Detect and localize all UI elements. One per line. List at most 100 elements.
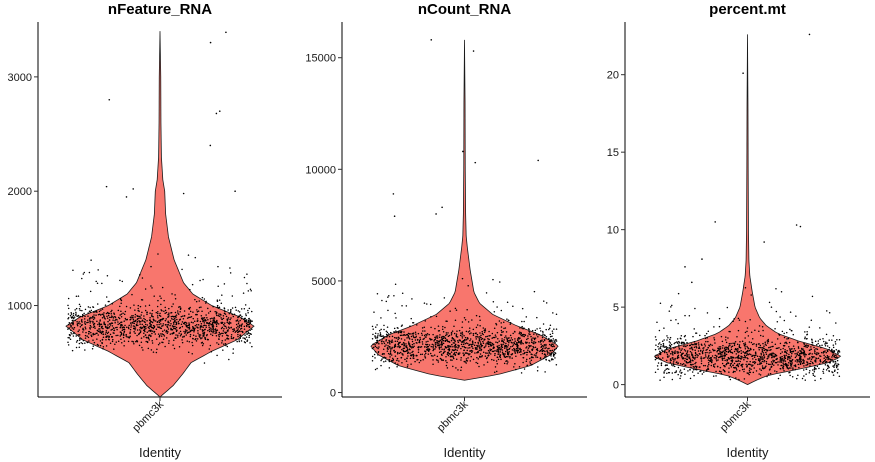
- data-point: [158, 326, 161, 328]
- data-point: [133, 322, 136, 325]
- data-point: [482, 327, 485, 329]
- data-point: [132, 341, 135, 343]
- data-point: [450, 331, 453, 334]
- data-point: [244, 304, 247, 306]
- data-point: [172, 318, 174, 321]
- data-point: [151, 326, 153, 329]
- data-point: [759, 368, 761, 370]
- data-point: [90, 334, 92, 336]
- data-point: [779, 316, 781, 318]
- data-point: [817, 352, 820, 355]
- data-point: [180, 333, 182, 335]
- data-point: [724, 351, 726, 353]
- data-point: [387, 352, 390, 355]
- data-point: [744, 346, 746, 348]
- data-point: [549, 340, 551, 342]
- data-point: [503, 354, 505, 356]
- data-point: [808, 372, 811, 374]
- data-point: [72, 335, 75, 337]
- data-point: [122, 312, 124, 315]
- data-point: [479, 341, 482, 343]
- data-point: [706, 370, 708, 372]
- data-point: [505, 335, 507, 337]
- data-point: [480, 346, 482, 348]
- data-point: [183, 323, 186, 325]
- data-point: [759, 346, 761, 349]
- data-point: [134, 332, 136, 334]
- data-point: [223, 325, 226, 327]
- data-point: [429, 337, 431, 340]
- data-point: [231, 295, 234, 297]
- data-point: [488, 351, 491, 353]
- data-point: [775, 347, 778, 350]
- data-point: [470, 355, 472, 358]
- data-point: [501, 338, 503, 340]
- data-point: [78, 346, 81, 348]
- data-point: [474, 352, 476, 354]
- data-point: [731, 352, 734, 354]
- data-point: [811, 353, 813, 355]
- data-point: [700, 343, 703, 346]
- data-point: [206, 338, 209, 341]
- data-point: [749, 348, 752, 351]
- data-point: [749, 319, 751, 321]
- data-point: [681, 348, 683, 350]
- data-point: [92, 322, 94, 324]
- data-point: [421, 334, 423, 336]
- outlier-point: [218, 110, 221, 112]
- data-point: [80, 324, 83, 327]
- data-point: [534, 337, 537, 339]
- data-point: [155, 351, 158, 354]
- y-tick-label: 5000: [312, 276, 336, 288]
- data-point: [749, 367, 751, 370]
- data-point: [102, 336, 105, 338]
- data-point: [791, 358, 794, 361]
- data-point: [773, 359, 776, 362]
- data-point: [203, 333, 205, 335]
- data-point: [749, 360, 751, 363]
- data-point: [430, 326, 432, 329]
- data-point: [791, 375, 794, 378]
- data-point: [463, 354, 465, 357]
- data-point: [810, 358, 813, 361]
- data-point: [391, 339, 393, 341]
- data-point: [702, 349, 705, 351]
- data-point: [70, 312, 72, 314]
- data-point: [780, 364, 782, 367]
- data-point: [761, 348, 763, 351]
- outlier-point: [691, 281, 693, 284]
- data-point: [833, 364, 835, 367]
- data-point: [425, 336, 427, 338]
- data-point: [710, 351, 712, 354]
- data-point: [716, 355, 718, 358]
- data-point: [86, 319, 89, 321]
- data-point: [84, 342, 86, 344]
- data-point: [754, 362, 756, 365]
- data-point: [787, 367, 790, 370]
- data-point: [153, 331, 155, 333]
- data-point: [225, 344, 227, 347]
- data-point: [787, 357, 789, 359]
- data-point: [797, 346, 800, 348]
- data-point: [733, 350, 736, 353]
- data-point: [146, 313, 148, 316]
- data-point: [189, 333, 192, 336]
- data-point: [76, 339, 79, 342]
- data-point: [475, 338, 477, 340]
- data-point: [458, 329, 461, 332]
- data-point: [555, 328, 558, 330]
- data-point: [204, 328, 206, 330]
- data-point: [198, 333, 200, 336]
- data-point: [407, 332, 410, 335]
- data-point: [137, 304, 140, 307]
- data-point: [131, 293, 133, 296]
- data-point: [719, 356, 721, 358]
- data-point: [716, 365, 719, 368]
- data-point: [450, 339, 453, 342]
- data-point: [796, 377, 798, 380]
- data-point: [697, 342, 700, 344]
- data-point: [731, 356, 733, 359]
- data-point: [425, 352, 427, 355]
